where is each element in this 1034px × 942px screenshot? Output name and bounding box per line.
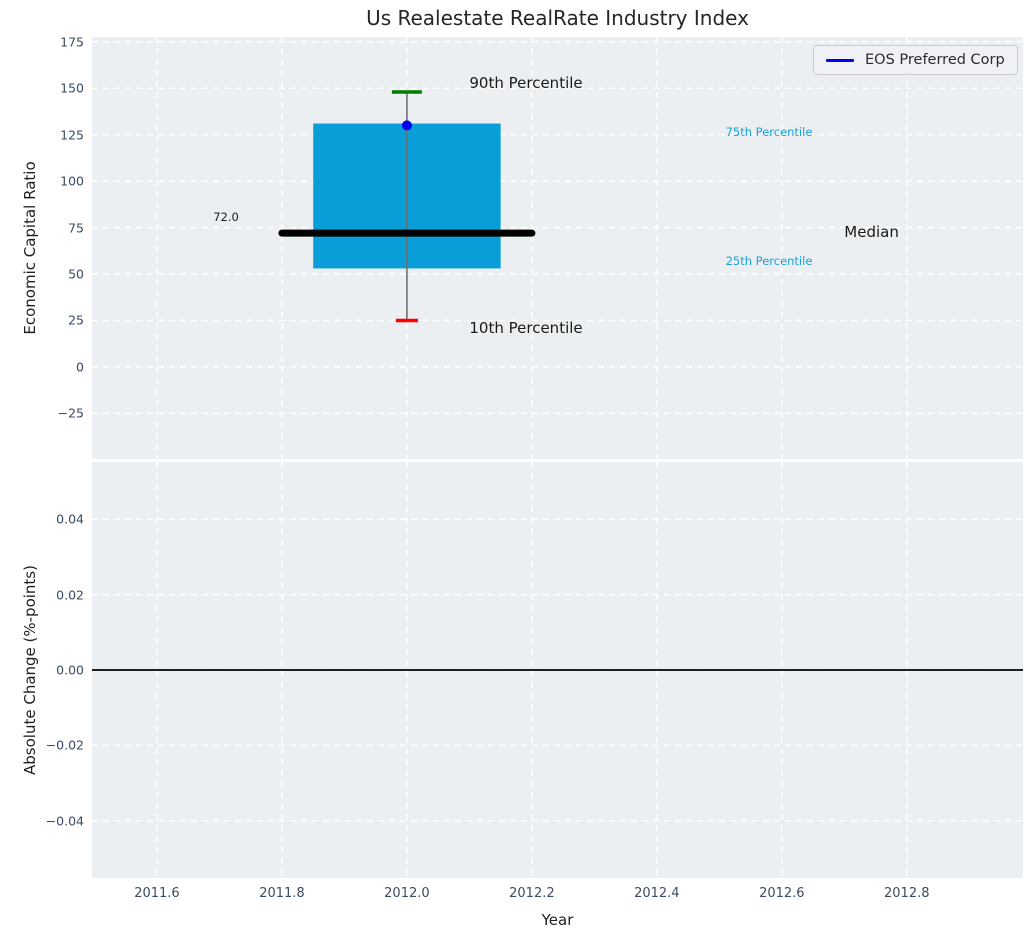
annotation-25th-percentile: 25th Percentile — [725, 254, 813, 268]
legend-label: EOS Preferred Corp — [865, 52, 1005, 68]
y-tick-label-top: 25 — [68, 312, 84, 328]
y-tick-label-bottom: −0.04 — [45, 813, 84, 829]
x-tick-label: 2011.6 — [134, 886, 180, 901]
annotation-75th-percentile: 75th Percentile — [725, 124, 813, 139]
x-tick-label: 2012.6 — [759, 886, 805, 901]
y-tick-label-top: 125 — [60, 127, 84, 143]
y-tick-label-bottom: 0.00 — [56, 662, 84, 678]
top-plot-panel — [92, 37, 1023, 459]
annotation-10th-percentile: 10th Percentile — [469, 318, 583, 337]
company-point — [401, 120, 412, 131]
y-tick-label-top: −25 — [57, 405, 84, 421]
x-tick-label: 2011.8 — [259, 886, 305, 901]
annotation-90th-percentile: 90th Percentile — [469, 73, 583, 92]
x-axis-label: Year — [541, 911, 574, 929]
chart-title: Us Realestate RealRate Industry Index — [366, 6, 749, 30]
y-tick-label-bottom: −0.02 — [45, 737, 84, 753]
y-tick-label-top: 75 — [68, 220, 84, 236]
y-tick-label-bottom: 0.02 — [56, 587, 84, 603]
annotation-median: Median — [844, 223, 899, 242]
y-tick-label-bottom: 0.04 — [56, 511, 84, 527]
y-tick-label-top: 150 — [60, 80, 84, 96]
y-tick-label-top: 50 — [68, 266, 84, 282]
x-tick-label: 2012.4 — [634, 886, 680, 901]
y-tick-label-top: 0 — [76, 359, 84, 375]
legend: EOS Preferred Corp — [813, 45, 1018, 75]
y-tick-label-top: 100 — [60, 173, 84, 189]
x-tick-label: 2012.0 — [384, 886, 430, 901]
y-tick-label-top: 175 — [60, 34, 84, 50]
x-tick-label: 2012.8 — [884, 886, 930, 901]
annotation-median-value: 72.0 — [213, 210, 239, 225]
legend-line-swatch — [826, 58, 854, 62]
x-tick-label: 2012.2 — [509, 886, 555, 901]
